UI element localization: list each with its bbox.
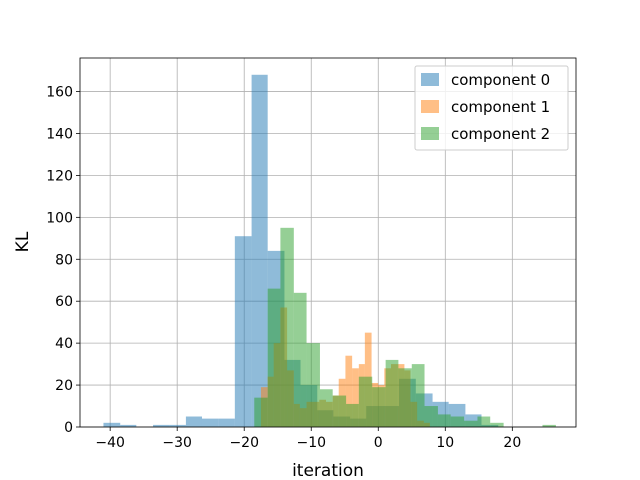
x-tick-label: 20 bbox=[503, 435, 521, 451]
histogram-bar bbox=[218, 418, 235, 427]
histogram-bars bbox=[103, 74, 556, 427]
legend-swatch-component-1 bbox=[421, 100, 439, 113]
legend-box bbox=[414, 65, 569, 151]
histogram-bar bbox=[319, 389, 333, 427]
x-axis-title: iteration bbox=[292, 461, 364, 480]
y-tick-label: 80 bbox=[55, 252, 73, 268]
histogram-bar bbox=[120, 424, 137, 427]
histogram-bar bbox=[251, 74, 268, 427]
histogram-bar bbox=[153, 424, 170, 427]
histogram-bar bbox=[464, 420, 478, 427]
x-tick-label: −10 bbox=[296, 435, 326, 451]
y-axis-ticks: 0 20 40 60 80 100 120 140 160 bbox=[46, 85, 80, 436]
histogram-bar bbox=[254, 397, 268, 427]
histogram-bar bbox=[293, 292, 307, 427]
histogram-bar bbox=[103, 422, 121, 427]
histogram-bar bbox=[332, 395, 347, 427]
x-tick-label: −40 bbox=[95, 435, 125, 451]
histogram-bar bbox=[345, 355, 353, 427]
histogram-bar bbox=[267, 288, 281, 427]
legend-swatch-component-2 bbox=[421, 127, 439, 140]
y-tick-label: 140 bbox=[46, 126, 73, 142]
series-2-bars bbox=[254, 227, 556, 427]
histogram-bar bbox=[385, 359, 399, 427]
histogram-bar bbox=[372, 387, 386, 427]
x-tick-label: 0 bbox=[374, 435, 383, 451]
histogram-bar bbox=[306, 343, 320, 427]
histogram-bar bbox=[450, 416, 465, 427]
legend-label-component-0: component 0 bbox=[451, 71, 550, 89]
y-tick-label: 60 bbox=[55, 294, 73, 310]
histogram-bar bbox=[201, 418, 219, 427]
x-tick-label: −30 bbox=[162, 435, 192, 451]
x-tick-label: 10 bbox=[436, 435, 454, 451]
x-axis-ticks: −40 −30 −20 −10 0 10 20 bbox=[95, 427, 521, 451]
y-tick-label: 100 bbox=[46, 210, 73, 226]
histogram-bar bbox=[490, 422, 504, 427]
histogram-bar bbox=[542, 424, 556, 427]
histogram-bar bbox=[424, 406, 438, 427]
histogram-bar bbox=[411, 364, 425, 427]
legend-label-component-2: component 2 bbox=[451, 125, 550, 143]
histogram-bar bbox=[234, 236, 252, 427]
y-axis-title: KL bbox=[13, 231, 33, 252]
y-tick-label: 40 bbox=[55, 336, 73, 352]
plot-frame bbox=[79, 57, 577, 428]
histogram-bar bbox=[437, 414, 451, 427]
y-tick-label: 160 bbox=[46, 85, 73, 101]
y-tick-label: 20 bbox=[55, 378, 73, 394]
histogram-bar bbox=[358, 376, 373, 427]
x-tick-label: −20 bbox=[229, 435, 259, 451]
histogram-bar bbox=[352, 368, 359, 427]
legend: component 0 component 1 component 2 bbox=[414, 65, 569, 151]
legend-swatch-component-0 bbox=[421, 73, 439, 86]
legend-label-component-1: component 1 bbox=[451, 98, 550, 116]
histogram-bar bbox=[280, 227, 294, 427]
histogram-bar bbox=[477, 416, 491, 427]
histogram-bar bbox=[398, 368, 412, 427]
histogram-bar bbox=[346, 403, 359, 427]
y-tick-label: 120 bbox=[46, 168, 73, 184]
histogram-bar bbox=[169, 424, 186, 427]
y-tick-label: 0 bbox=[64, 420, 73, 436]
histogram-bar bbox=[185, 416, 202, 427]
